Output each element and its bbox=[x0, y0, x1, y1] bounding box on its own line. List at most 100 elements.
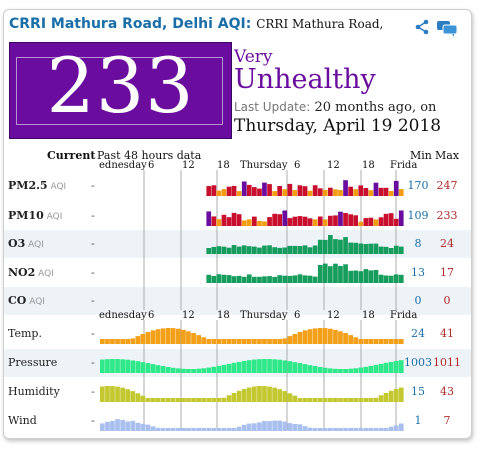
pollutant-bar bbox=[378, 187, 384, 196]
pollutant-bar bbox=[297, 274, 303, 283]
weather-bar bbox=[262, 386, 267, 402]
weather-bar bbox=[267, 359, 272, 373]
weather-bar bbox=[267, 339, 272, 344]
row-name: O3 bbox=[8, 237, 26, 250]
pollutant-bar bbox=[272, 276, 277, 283]
pollutant-bar bbox=[277, 275, 282, 283]
pollutant-bar bbox=[322, 263, 328, 283]
pollutant-bar bbox=[257, 276, 262, 283]
station-name[interactable]: CRRI Mathura Road, Delhi AQI bbox=[9, 16, 246, 32]
weather-bar bbox=[221, 364, 227, 373]
weather-bar bbox=[287, 336, 293, 344]
weather-bar bbox=[353, 398, 358, 402]
pollutant-bar bbox=[398, 274, 404, 283]
current-value: - bbox=[91, 237, 95, 250]
pollutant-row[interactable]: PM2.5 AQI - 170 247 bbox=[4, 172, 471, 200]
weather-bar bbox=[100, 386, 105, 402]
weather-bar bbox=[343, 369, 348, 373]
weather-bar bbox=[246, 339, 252, 344]
weather-bar bbox=[165, 398, 171, 402]
weather-bar bbox=[333, 428, 338, 431]
station-title[interactable]: CRRI Mathura Road, Delhi AQI: CRRI Mathu… bbox=[9, 16, 383, 32]
weather-bar bbox=[292, 362, 298, 373]
pollutant-bar bbox=[363, 244, 369, 254]
weather-bar bbox=[393, 361, 399, 373]
weather-bar bbox=[145, 332, 151, 344]
weather-bar bbox=[338, 398, 343, 402]
pollutant-bar bbox=[338, 211, 343, 226]
pollutant-bar bbox=[226, 247, 232, 254]
weather-bar bbox=[241, 339, 247, 344]
weather-bar bbox=[267, 421, 272, 431]
weather-bar bbox=[226, 339, 232, 344]
weather-bar bbox=[160, 428, 166, 431]
time-tick-label: 18 bbox=[217, 160, 230, 171]
weather-bar bbox=[231, 393, 237, 402]
weather-bar bbox=[241, 361, 247, 373]
weather-bar bbox=[231, 428, 237, 431]
weather-bar bbox=[328, 328, 333, 344]
weather-bar bbox=[358, 428, 364, 431]
pollutant-bar bbox=[282, 275, 288, 283]
pollutant-bar bbox=[373, 243, 379, 254]
update-date: Thursday, April 19 2018 bbox=[234, 116, 442, 136]
weather-bar bbox=[186, 369, 191, 373]
pollutant-bar bbox=[398, 189, 404, 196]
weather-bar bbox=[287, 361, 293, 373]
weather-bar bbox=[252, 339, 257, 344]
weather-bar bbox=[317, 398, 323, 402]
weather-bar bbox=[176, 328, 181, 344]
pollutant-bar bbox=[252, 216, 257, 226]
pollutant-bar bbox=[373, 219, 379, 226]
row-name: CO bbox=[8, 294, 27, 307]
pollutant-bar bbox=[241, 245, 247, 254]
weather-row[interactable]: Temp. - 24 41 bbox=[4, 320, 471, 348]
pollutant-bar bbox=[322, 219, 328, 226]
pollutant-bar bbox=[206, 274, 212, 283]
pollutant-bar bbox=[226, 217, 232, 226]
pollutant-bar bbox=[307, 190, 313, 196]
pollutant-bar bbox=[358, 185, 364, 196]
pollutant-bar bbox=[353, 189, 358, 196]
weather-row[interactable]: Humidity - 15 43 bbox=[4, 378, 471, 406]
weather-bar bbox=[368, 428, 374, 431]
min-value: 13 bbox=[411, 266, 425, 279]
weather-bar bbox=[368, 339, 374, 344]
pollutant-label: PM10 AQI bbox=[8, 209, 62, 222]
pollutant-bar bbox=[262, 182, 267, 196]
weather-bar bbox=[105, 421, 110, 431]
weather-bar bbox=[363, 366, 369, 373]
current-value: - bbox=[91, 209, 95, 222]
weather-bar bbox=[388, 390, 394, 402]
pollutant-bar bbox=[287, 183, 293, 196]
pollutant-bar bbox=[307, 275, 313, 283]
weather-bar bbox=[221, 397, 227, 402]
weather-bar bbox=[383, 393, 389, 402]
pollutant-bar bbox=[246, 184, 252, 196]
weather-bar bbox=[186, 428, 191, 431]
weather-row[interactable]: Wind - 1 7 bbox=[4, 407, 471, 435]
weather-bar bbox=[292, 395, 298, 402]
pollutant-label: O3 AQI bbox=[8, 237, 44, 250]
pollutant-row[interactable]: PM10 AQI - 109 233 bbox=[4, 202, 471, 230]
pollutant-row[interactable]: NO2 AQI - 13 17 bbox=[4, 259, 471, 287]
pollutant-row[interactable]: CO AQI - 0 0 bbox=[4, 287, 471, 315]
weather-bar bbox=[140, 334, 146, 344]
pollutant-bar bbox=[388, 213, 394, 226]
pollutant-bar bbox=[272, 247, 277, 254]
weather-bar bbox=[246, 360, 252, 373]
pollutant-bar bbox=[343, 237, 348, 254]
pollutant-bar bbox=[393, 180, 399, 196]
chat-icon[interactable] bbox=[436, 20, 458, 38]
pollutant-bar bbox=[302, 275, 308, 283]
pollutant-bar bbox=[307, 247, 313, 254]
weather-bar bbox=[130, 391, 136, 402]
weather-bar bbox=[145, 398, 151, 402]
share-icon[interactable] bbox=[415, 19, 429, 35]
max-value: 247 bbox=[436, 179, 458, 192]
weather-bar bbox=[226, 395, 232, 402]
weather-bar bbox=[201, 337, 206, 344]
weather-bar bbox=[236, 339, 242, 344]
weather-bar bbox=[191, 398, 196, 402]
pollutant-bar bbox=[252, 246, 257, 254]
